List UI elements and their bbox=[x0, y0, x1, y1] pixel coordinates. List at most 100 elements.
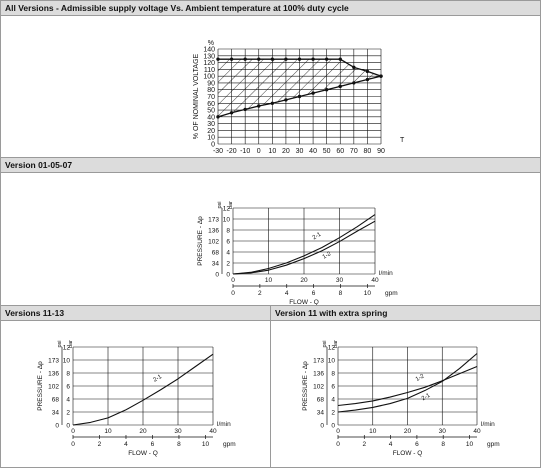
series-label: 1-2 bbox=[415, 373, 426, 383]
x2-tick-label: 6 bbox=[151, 441, 155, 448]
y-tick-label: 12 bbox=[63, 344, 71, 351]
version-010507-panel: Version 01-05-07 2-1 1-2 0 2 4 6 8 10 12 0 34 68 102… bbox=[0, 157, 541, 306]
data-point-lower bbox=[257, 104, 261, 108]
data-point-upper bbox=[365, 69, 370, 74]
y2-tick-label: 102 bbox=[48, 383, 59, 390]
y2-unit-label: psi bbox=[217, 201, 223, 208]
x2-unit-label: gpm bbox=[223, 441, 236, 448]
version-11-spring-chart: 1-22-102468101203468102136173barpsiPRESS… bbox=[302, 340, 500, 457]
data-point-upper bbox=[311, 57, 315, 61]
y-tick-label: 8 bbox=[66, 370, 70, 377]
x-tick-label: 20 bbox=[139, 428, 147, 435]
x-tick-label: 30 bbox=[296, 148, 304, 155]
series-line-2-1 bbox=[232, 214, 376, 275]
x2-tick-label: 0 bbox=[231, 290, 235, 297]
y2-tick-label: 34 bbox=[317, 409, 325, 416]
y-tick-label: 10 bbox=[223, 216, 231, 223]
data-point-lower bbox=[297, 94, 302, 99]
x2-tick-label: 2 bbox=[362, 441, 366, 448]
x-tick-label: 40 bbox=[473, 428, 481, 435]
series-label: 2-1 bbox=[312, 231, 323, 241]
data-point-upper bbox=[270, 57, 275, 61]
y-tick-label: 12 bbox=[223, 205, 231, 212]
x-tick-label: -10 bbox=[240, 148, 250, 155]
y-tick-label: 100 bbox=[203, 74, 215, 81]
x-tick-label: 30 bbox=[174, 428, 182, 435]
x2-tick-label: 4 bbox=[124, 441, 128, 448]
series-line-2-1 bbox=[337, 353, 478, 413]
version-010507-chart: 2-11-202468101203468102136173barpsiPRESS… bbox=[197, 201, 398, 306]
y-unit-label: % bbox=[208, 40, 214, 47]
y-tick-label: 10 bbox=[328, 357, 336, 364]
y-tick-label: 130 bbox=[203, 53, 215, 60]
x-tick-label: 10 bbox=[104, 428, 112, 435]
data-point-upper bbox=[229, 57, 234, 61]
y-tick-label: 80 bbox=[207, 87, 215, 94]
x2-tick-label: 8 bbox=[441, 441, 445, 448]
y-tick-label: 50 bbox=[207, 108, 215, 115]
hatched-region bbox=[218, 59, 381, 117]
y-tick-label: 2 bbox=[331, 409, 335, 416]
series-line-1-2 bbox=[232, 220, 376, 275]
x-tick-label: 50 bbox=[323, 148, 331, 155]
series-label: 1-2 bbox=[322, 251, 333, 261]
y-tick-label: 8 bbox=[331, 370, 335, 377]
data-point-upper bbox=[324, 57, 329, 61]
y2-tick-label: 102 bbox=[313, 383, 324, 390]
x-tick-label: 30 bbox=[439, 428, 447, 435]
x2-unit-label: gpm bbox=[385, 290, 398, 297]
series-line-1-2 bbox=[337, 365, 478, 407]
y-tick-label: 4 bbox=[331, 396, 335, 403]
y-tick-label: 6 bbox=[331, 383, 335, 390]
y-tick-label: 70 bbox=[207, 94, 215, 101]
x-tick-label: -20 bbox=[227, 148, 237, 155]
y-tick-label: 10 bbox=[207, 135, 215, 142]
data-point-lower bbox=[365, 77, 370, 82]
version-11-spring-panel: Version 11 with extra spring 1-2 2-1 0 2 4 6 8… bbox=[270, 305, 541, 468]
y-axis-label: PRESSURE - Δp bbox=[197, 216, 204, 266]
x-tick-label: 70 bbox=[350, 148, 358, 155]
x2-tick-label: 8 bbox=[177, 441, 181, 448]
x-unit-label: l/min bbox=[379, 270, 393, 277]
x-tick-label: 30 bbox=[336, 277, 344, 284]
data-point-upper bbox=[352, 65, 356, 70]
x2-unit-label: gpm bbox=[487, 441, 500, 448]
y2-tick-label: 34 bbox=[52, 409, 60, 416]
x-tick-label: 40 bbox=[371, 277, 379, 284]
x2-tick-label: 2 bbox=[98, 441, 102, 448]
data-point-upper bbox=[338, 57, 342, 61]
x-tick-label: 0 bbox=[257, 148, 261, 155]
x-tick-label: 10 bbox=[369, 428, 377, 435]
y-tick-label: 8 bbox=[226, 227, 230, 234]
y-tick-label: 4 bbox=[66, 396, 70, 403]
data-point-upper bbox=[284, 57, 288, 61]
y-tick-label: 4 bbox=[226, 249, 230, 256]
y2-tick-label: 0 bbox=[215, 271, 219, 278]
data-point-lower bbox=[352, 81, 356, 85]
y-tick-label: 2 bbox=[66, 409, 70, 416]
y-axis-label: PRESSURE - Δp bbox=[37, 361, 44, 411]
series-line-2-1 bbox=[72, 353, 214, 426]
y2-tick-label: 0 bbox=[320, 422, 324, 429]
x-axis-label: FLOW - Q bbox=[128, 450, 158, 457]
x-tick-label: 0 bbox=[231, 277, 235, 284]
data-point-upper bbox=[297, 57, 302, 61]
x-end-label: T bbox=[400, 137, 405, 144]
y-tick-label: 110 bbox=[204, 67, 215, 74]
x-tick-label: 80 bbox=[364, 148, 372, 155]
x-tick-label: -30 bbox=[213, 148, 223, 155]
data-point-lower bbox=[379, 74, 383, 78]
x2-tick-label: 10 bbox=[466, 441, 474, 448]
y2-tick-label: 68 bbox=[317, 396, 325, 403]
x-unit-label: l/min bbox=[481, 421, 495, 428]
y-axis-label: % OF NOMINAL VOLTAGE bbox=[193, 53, 200, 139]
x2-tick-label: 4 bbox=[389, 441, 393, 448]
x2-tick-label: 0 bbox=[71, 441, 75, 448]
data-point-lower bbox=[324, 88, 329, 92]
x2-tick-label: 4 bbox=[285, 290, 289, 297]
y-tick-label: 0 bbox=[211, 142, 215, 149]
y2-tick-label: 136 bbox=[208, 227, 219, 234]
y2-unit-label: psi bbox=[322, 340, 328, 347]
x-axis-label: FLOW - Q bbox=[289, 299, 319, 306]
x2-tick-label: 10 bbox=[202, 441, 210, 448]
